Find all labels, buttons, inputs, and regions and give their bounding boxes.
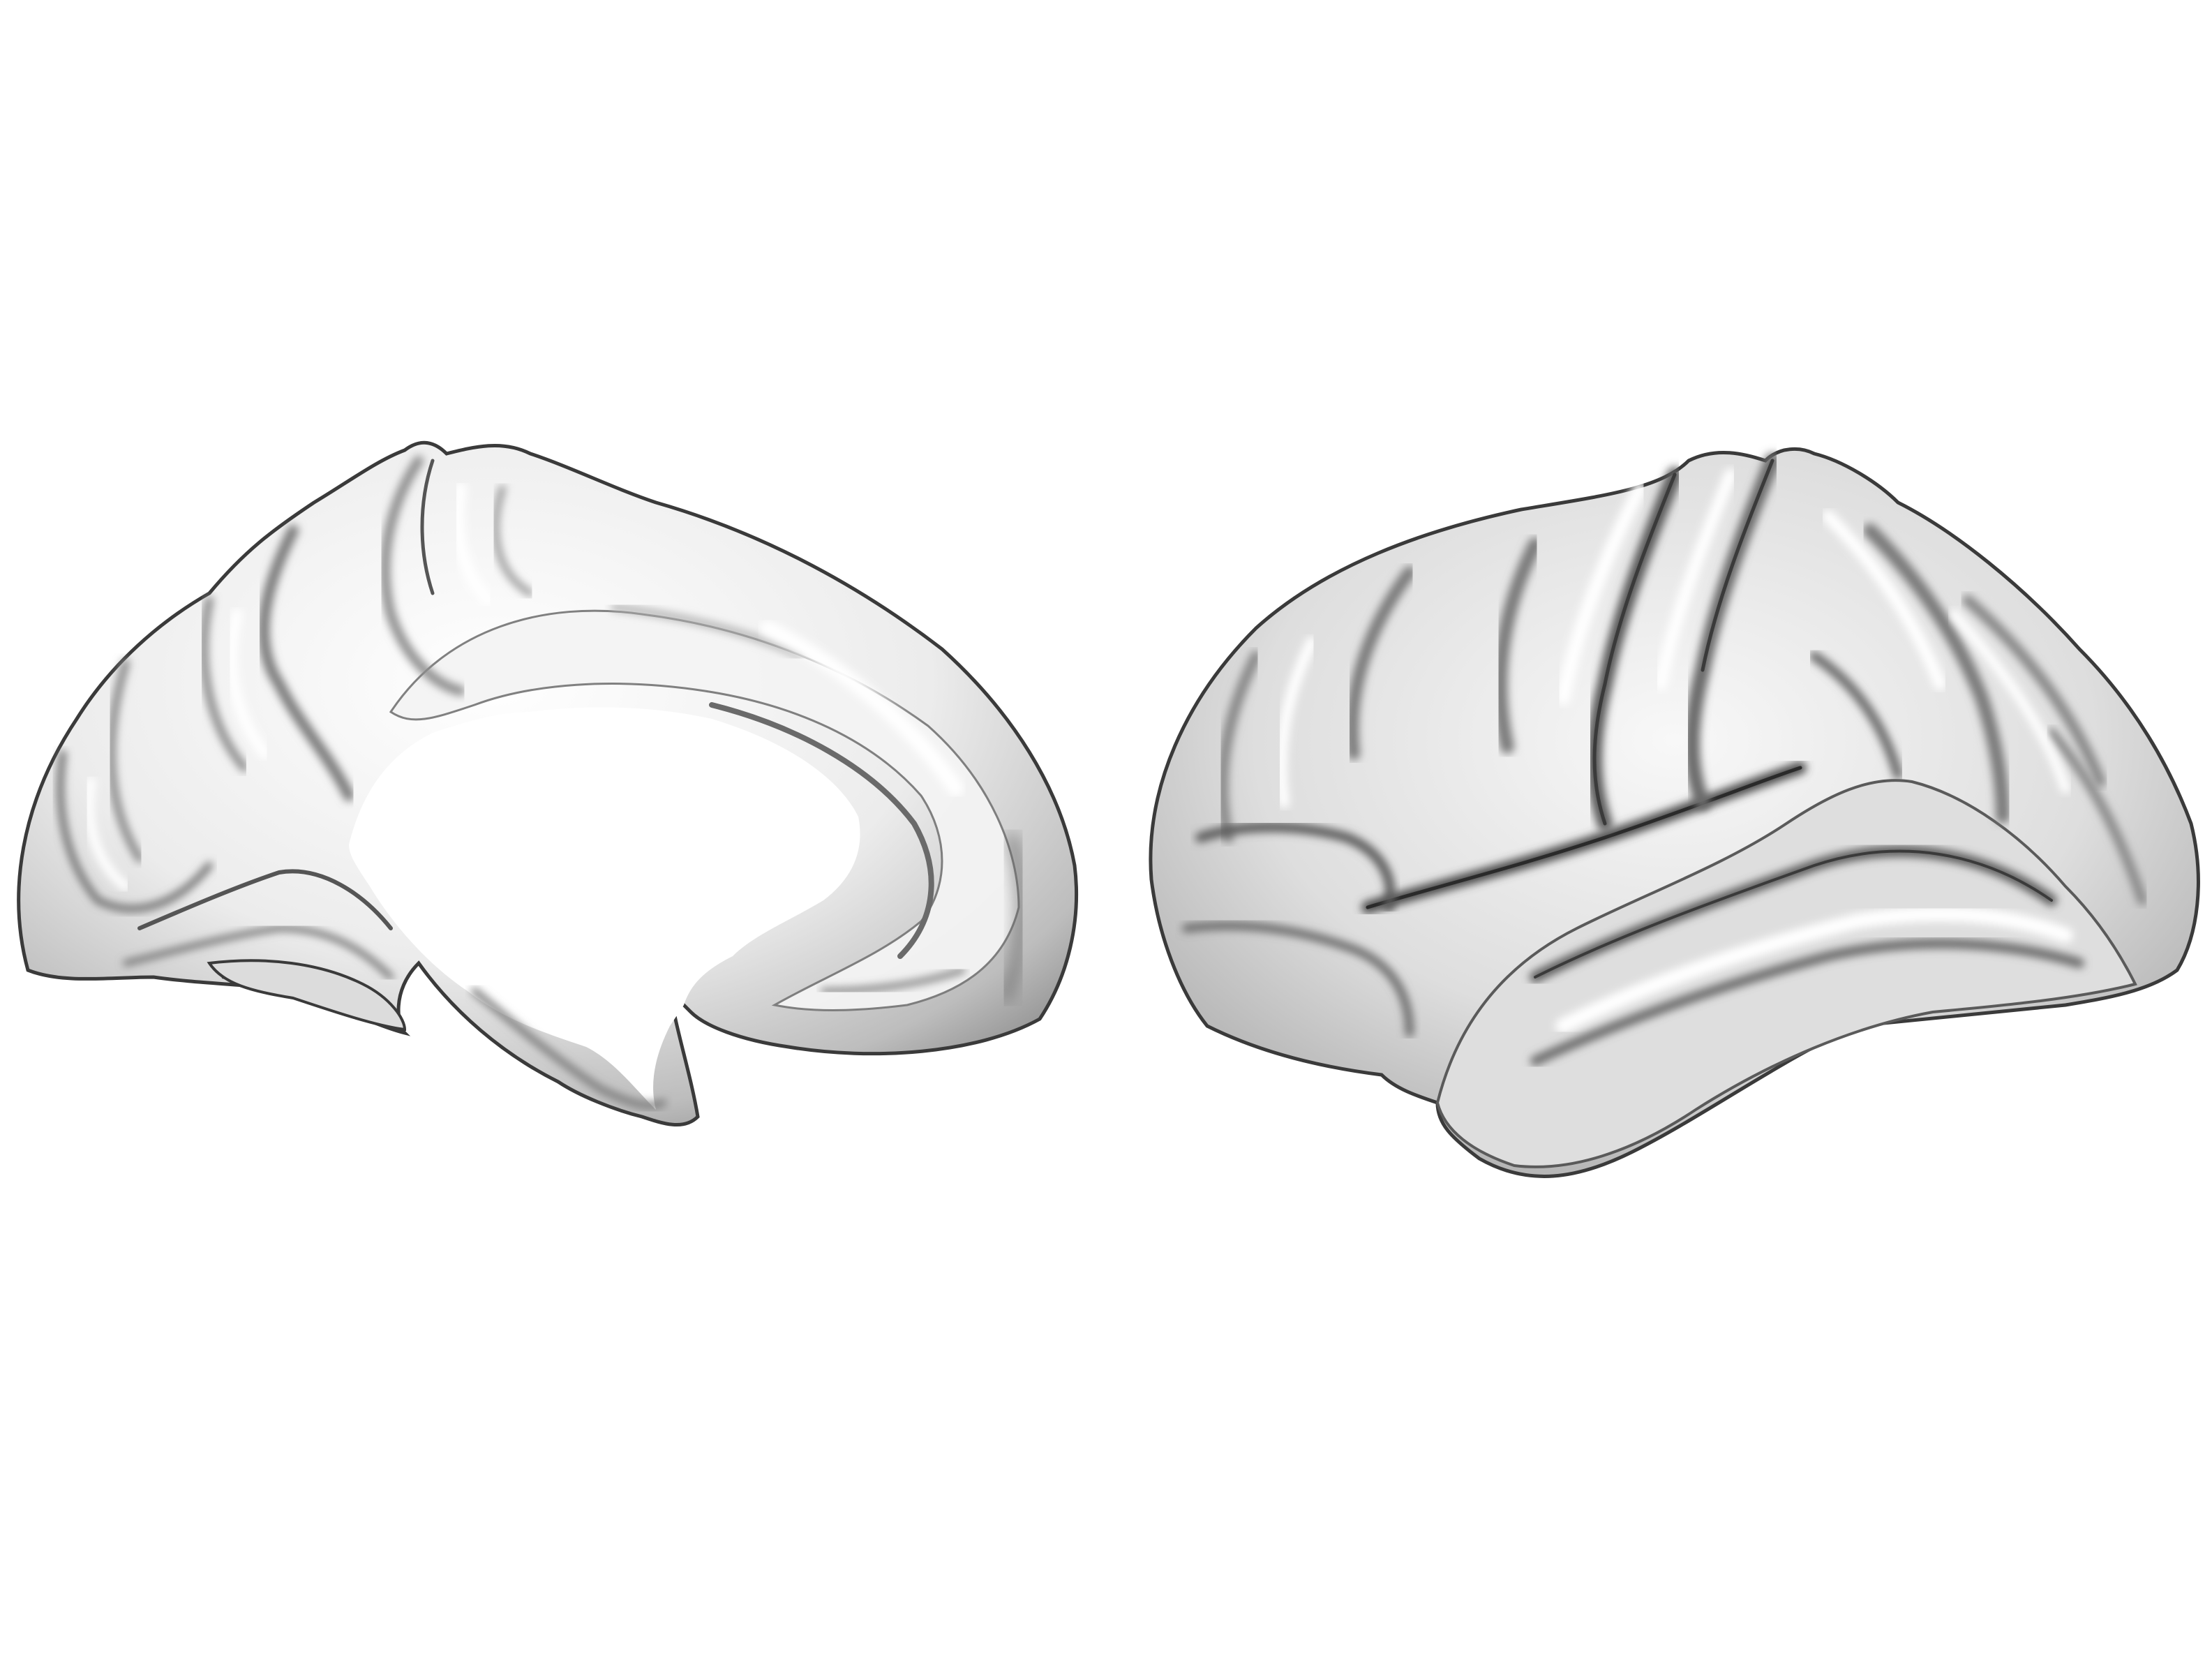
medial-wall-cutout xyxy=(349,707,860,1110)
lateral-sulci xyxy=(1182,453,2147,1066)
temporal-lobe xyxy=(1435,779,2137,1168)
lateral-hemisphere xyxy=(1149,447,2200,1178)
medial-hemisphere xyxy=(17,440,1079,1127)
medial-highlights xyxy=(84,482,964,891)
medial-temporal-tongue xyxy=(207,959,407,1032)
sylvian-fissure-line xyxy=(1366,766,1802,909)
lateral-highlights xyxy=(1276,468,2073,1034)
